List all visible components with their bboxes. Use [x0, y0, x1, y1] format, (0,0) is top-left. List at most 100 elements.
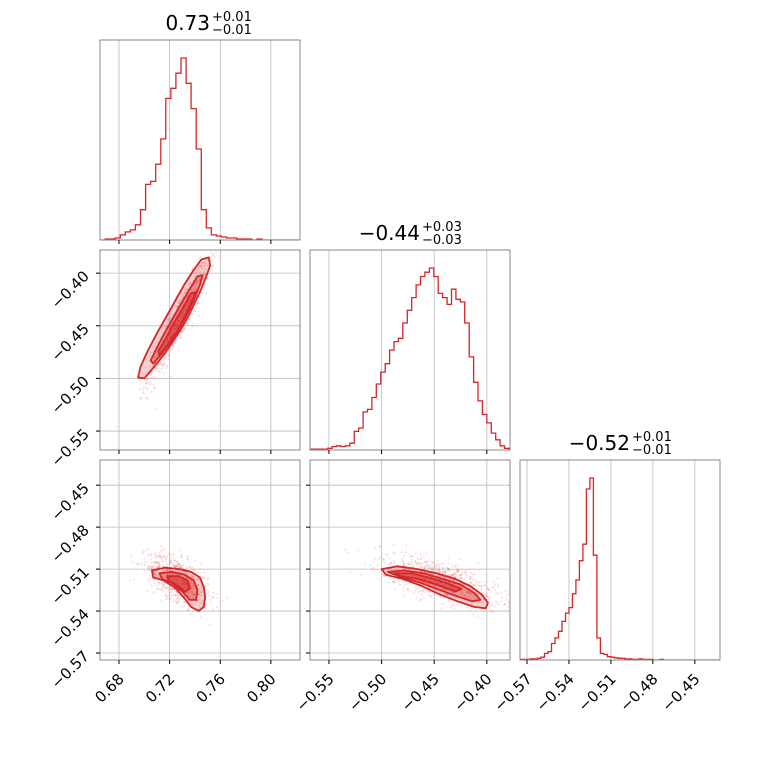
sample-point: [443, 576, 446, 579]
sample-point: [147, 565, 150, 567]
sample-point: [457, 569, 460, 571]
sample-point: [158, 551, 161, 554]
x-tick-label: 0.76: [193, 670, 229, 706]
sample-point: [500, 600, 503, 603]
sample-point: [212, 254, 215, 257]
sample-point: [151, 566, 153, 569]
sample-point: [183, 327, 186, 330]
sample-point: [160, 371, 163, 374]
sample-point: [192, 594, 194, 596]
sample-point: [344, 548, 346, 551]
sample-point: [448, 568, 450, 571]
sample-point: [166, 595, 169, 597]
sample-point: [204, 264, 206, 267]
sample-point: [379, 556, 382, 559]
sample-point: [211, 264, 213, 267]
sample-point: [407, 562, 410, 565]
sample-point: [185, 572, 188, 575]
sample-point: [161, 326, 164, 328]
sample-point: [425, 553, 428, 555]
sample-point: [491, 586, 493, 589]
sample-point: [402, 563, 405, 566]
sample-point: [393, 560, 396, 563]
sample-point: [461, 571, 463, 573]
sample-point: [168, 586, 170, 589]
sample-point: [203, 269, 206, 272]
y-tick-label: −0.48: [48, 521, 93, 566]
sample-point: [432, 573, 434, 575]
sample-point: [165, 587, 168, 590]
sample-point: [155, 573, 158, 576]
sample-point: [468, 591, 471, 594]
sample-point: [166, 557, 169, 560]
sample-point: [470, 592, 472, 595]
x-tick-label: −0.57: [491, 670, 536, 715]
sample-point: [174, 569, 177, 572]
sample-point: [166, 555, 168, 557]
sample-point: [428, 567, 431, 570]
sample-point: [487, 598, 490, 601]
sample-point: [179, 565, 182, 567]
sample-point: [444, 572, 447, 575]
sample-point: [206, 277, 209, 279]
sample-point: [176, 306, 179, 309]
sample-point: [162, 582, 165, 585]
sample-point: [145, 381, 148, 384]
sample-point: [142, 391, 144, 394]
sample-point: [390, 561, 393, 564]
sample-point: [188, 609, 190, 611]
sample-point: [464, 572, 467, 574]
sample-point: [508, 593, 510, 595]
sample-point: [189, 317, 192, 320]
sample-point: [219, 251, 222, 254]
sample-point: [196, 302, 199, 304]
sample-point: [160, 363, 163, 366]
sample-point: [169, 561, 172, 563]
sample-point: [167, 320, 170, 323]
sample-point: [174, 595, 177, 597]
sample-point: [414, 560, 417, 563]
sample-point: [211, 597, 214, 599]
sample-point: [392, 580, 394, 583]
sample-point: [423, 591, 426, 593]
sample-point: [161, 560, 164, 563]
sample-point: [460, 589, 463, 592]
sample-point: [393, 581, 396, 584]
sample-point: [473, 595, 475, 598]
sample-point: [528, 603, 530, 605]
sample-point: [402, 567, 404, 570]
sample-point: [193, 593, 196, 596]
sample-point: [177, 560, 180, 562]
sample-point: [458, 575, 460, 577]
sample-point: [500, 591, 503, 594]
sample-point: [452, 592, 454, 594]
sample-point: [349, 571, 352, 573]
sample-point: [497, 585, 499, 588]
histogram-step-line: [520, 477, 720, 660]
sample-point: [460, 573, 463, 576]
sample-point: [186, 289, 188, 291]
sample-point: [430, 569, 433, 571]
sample-point: [181, 291, 184, 293]
sample-point: [507, 601, 510, 604]
sample-point: [174, 564, 177, 566]
sample-point: [176, 597, 179, 600]
sample-point: [177, 302, 180, 304]
sample-point: [480, 588, 482, 591]
sample-point: [173, 566, 176, 568]
sample-point: [414, 586, 416, 588]
sample-point: [423, 567, 426, 569]
sample-point: [442, 567, 445, 570]
sample-point: [156, 560, 159, 563]
sample-point: [171, 588, 174, 590]
sample-point: [402, 562, 405, 565]
sample-point: [393, 552, 396, 555]
sample-point: [196, 578, 199, 580]
sample-point: [445, 589, 447, 592]
sample-point: [180, 298, 183, 301]
sample-point: [416, 562, 418, 565]
sample-point: [211, 259, 214, 261]
sample-point: [153, 582, 156, 585]
sample-point: [161, 581, 164, 583]
sample-point: [172, 344, 175, 346]
